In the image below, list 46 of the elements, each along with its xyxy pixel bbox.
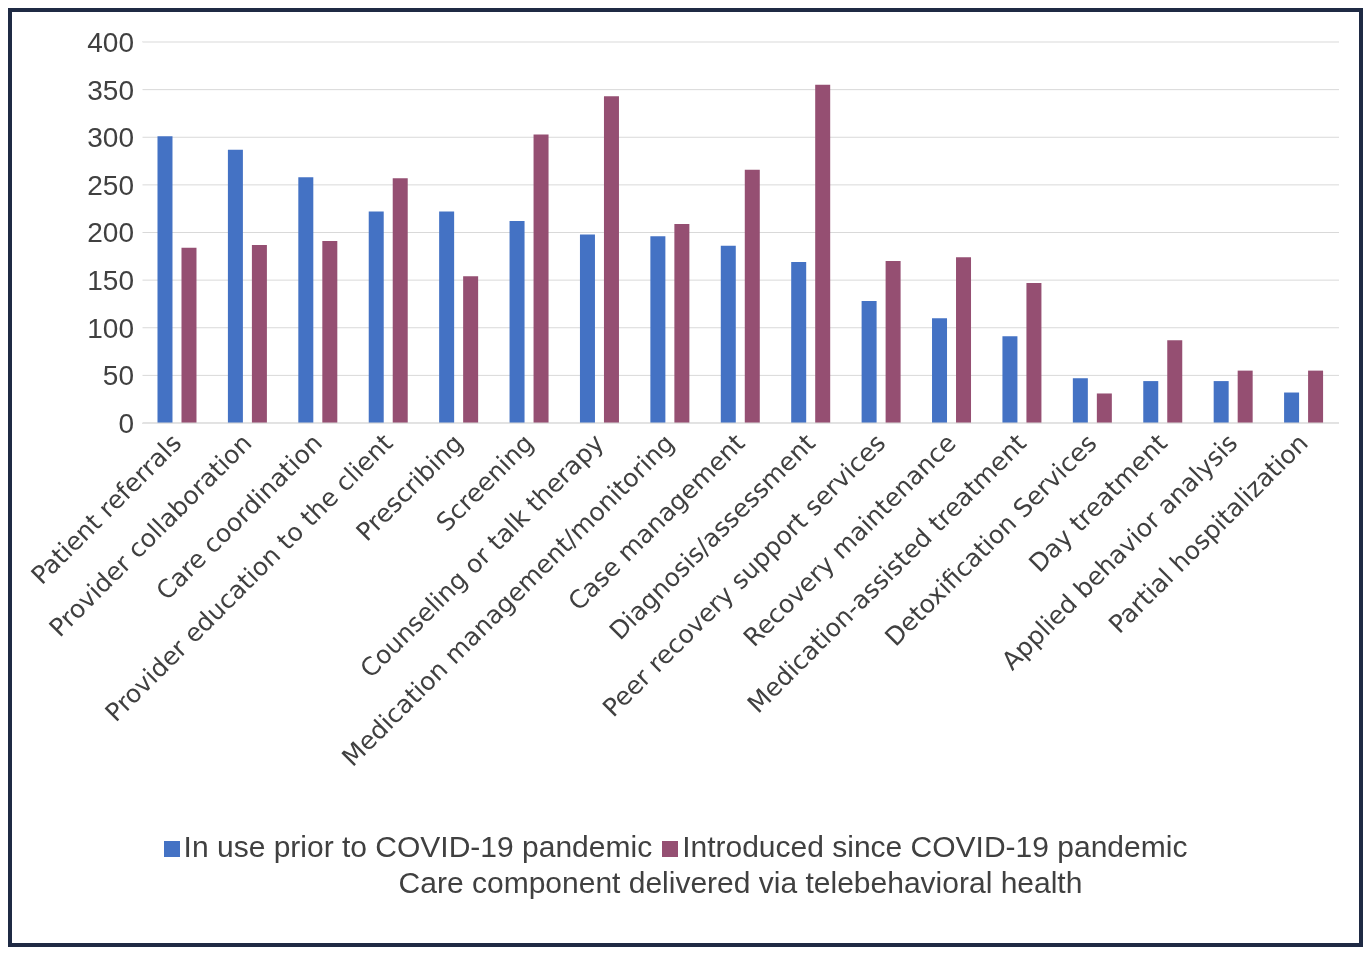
bar [1026,282,1042,423]
y-tick-label: 350 [87,74,134,106]
bar [956,257,972,423]
bar [1284,392,1300,423]
bar [720,245,736,423]
bar [368,211,384,423]
bar [463,276,479,423]
y-tick-label: 50 [102,360,134,392]
y-tick-label: 0 [118,407,134,439]
bar [1213,381,1229,423]
bar [251,244,267,423]
bar [533,134,549,423]
bar [861,301,877,423]
y-tick-label: 200 [87,217,134,249]
bar [932,318,948,423]
y-tick-label: 100 [87,312,134,344]
bar [392,178,408,423]
bar [298,177,314,423]
bar [579,234,595,423]
bar [322,241,338,423]
bar [1237,370,1253,423]
bar [885,261,901,423]
bar [815,84,831,423]
bar [1002,336,1018,423]
bar [1072,378,1088,423]
bar [439,211,455,423]
y-tick-label: 400 [87,26,134,58]
bar [1096,393,1112,423]
x-axis-title: Care component delivered via telebehavioral health [398,866,1083,899]
bar [791,262,807,423]
bar [157,136,173,423]
legend-label: In use prior to COVID-19 pandemic [183,830,653,863]
bar [1308,370,1324,423]
y-tick-label: 300 [87,122,134,154]
y-tick-label: 250 [87,169,134,201]
bar [1167,340,1183,423]
bar [603,96,619,423]
bar [181,247,197,423]
bar [674,223,690,423]
bar [650,236,666,423]
bar [744,169,760,423]
bar [227,149,243,423]
y-tick-label: 150 [87,265,134,297]
bar [1143,381,1159,423]
legend-label: Introduced since COVID-19 pandemic [682,830,1188,863]
bar [509,221,525,423]
